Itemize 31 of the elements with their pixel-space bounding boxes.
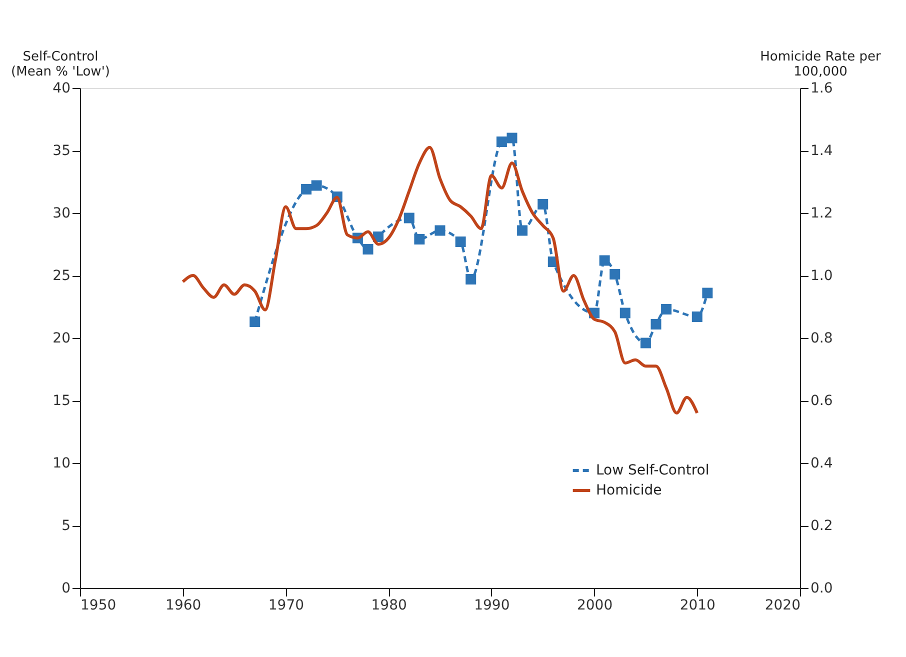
y-tick-label: 20 [52,330,70,346]
y2-tick-label: 0.0 [810,580,833,596]
y-tick-label: 40 [52,80,70,96]
y-tick-label: 10 [52,456,70,472]
y2-tick-label: 0.6 [810,393,833,409]
x-tick-label: 2020 [764,598,800,614]
x-tick-label: 2010 [680,598,716,614]
legend-label: Low Self-Control [596,462,710,478]
y2-tick-label: 0.8 [810,330,833,346]
y2-tick-label: 1.4 [810,143,833,159]
y2-tick-label: 0.4 [810,456,833,472]
x-tick-label: 1960 [166,598,202,614]
y2-tick-label: 0.2 [810,518,833,534]
x-tick-label: 1980 [371,598,407,614]
y-tick-label: 5 [62,518,70,534]
y-tick-label: 0 [62,580,70,596]
y-tick-label: 35 [52,143,70,159]
x-tick-label: 2000 [576,598,613,614]
y2-tick-label: 1.6 [810,80,833,96]
y-axis-title: Self-Control (Mean % 'Low') [11,50,110,80]
x-tick-label: 1970 [268,598,304,614]
x-tick-label: 1990 [474,598,510,614]
y2-tick-label: 1.2 [810,206,833,222]
line-series [181,146,699,414]
y-tick-label: 25 [52,268,70,284]
y-tick-label: 15 [52,393,70,409]
y2-tick-label: 1.0 [810,268,833,284]
y2-axis-title: Homicide Rate per 100,000 [760,50,882,80]
legend-label: Homicide [596,482,662,498]
x-tick-label: 1950 [80,598,116,614]
y-tick-label: 30 [52,206,70,222]
